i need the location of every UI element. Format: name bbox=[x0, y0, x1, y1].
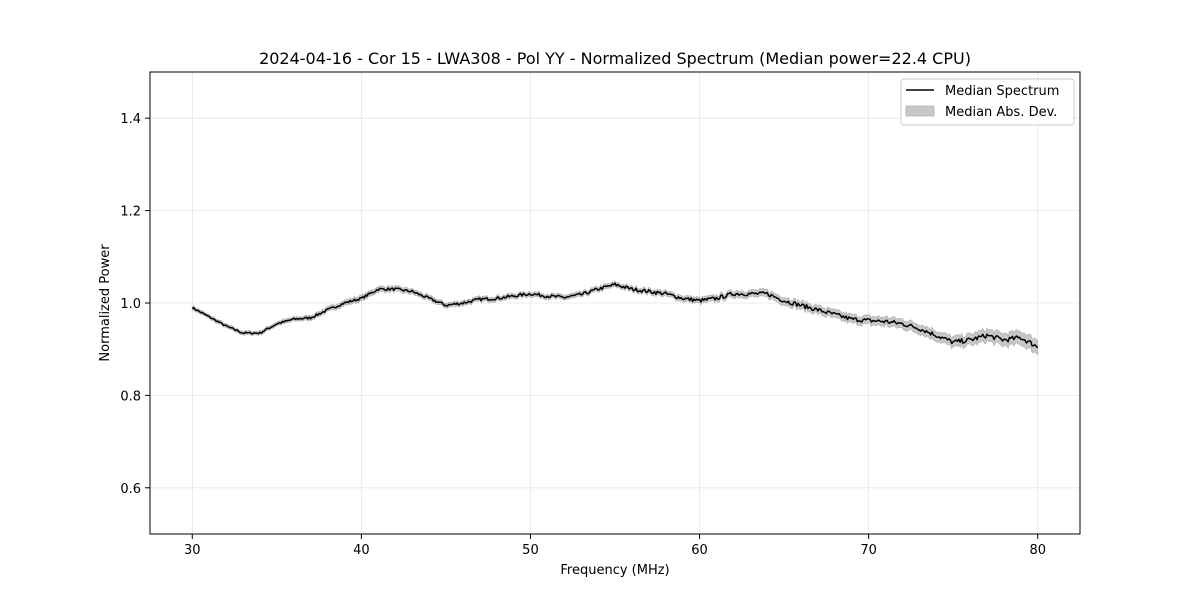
y-axis-label: Normalized Power bbox=[98, 244, 113, 362]
legend-box bbox=[900, 78, 1075, 126]
y-tick-label: 1.4 bbox=[120, 112, 141, 127]
median-abs-dev-band bbox=[191, 280, 1039, 356]
legend-label-median-abs-dev: Median Abs. Dev. bbox=[945, 105, 1057, 120]
chart-title: 2024-04-16 - Cor 15 - LWA308 - Pol YY - … bbox=[259, 49, 971, 68]
y-tick-label: 1.0 bbox=[120, 297, 141, 312]
y-tick-label: 1.2 bbox=[120, 205, 141, 220]
y-tick-label: 0.6 bbox=[120, 482, 141, 497]
legend: Median Spectrum Median Abs. Dev. bbox=[900, 78, 1075, 126]
x-tick-label: 30 bbox=[184, 543, 201, 558]
median-spectrum-line bbox=[191, 282, 1039, 349]
axis-ticks: 30 40 50 60 70 80 0.6 0.8 1.0 1.2 1.4 bbox=[120, 112, 1046, 558]
x-tick-label: 40 bbox=[353, 543, 370, 558]
y-tick-label: 0.8 bbox=[120, 389, 141, 404]
legend-label-median-spectrum: Median Spectrum bbox=[945, 84, 1059, 99]
x-tick-label: 80 bbox=[1029, 543, 1046, 558]
x-axis-label: Frequency (MHz) bbox=[560, 563, 669, 578]
legend-patch-swatch bbox=[905, 105, 935, 117]
x-tick-label: 70 bbox=[860, 543, 877, 558]
x-tick-label: 60 bbox=[691, 543, 708, 558]
x-tick-label: 50 bbox=[522, 543, 539, 558]
